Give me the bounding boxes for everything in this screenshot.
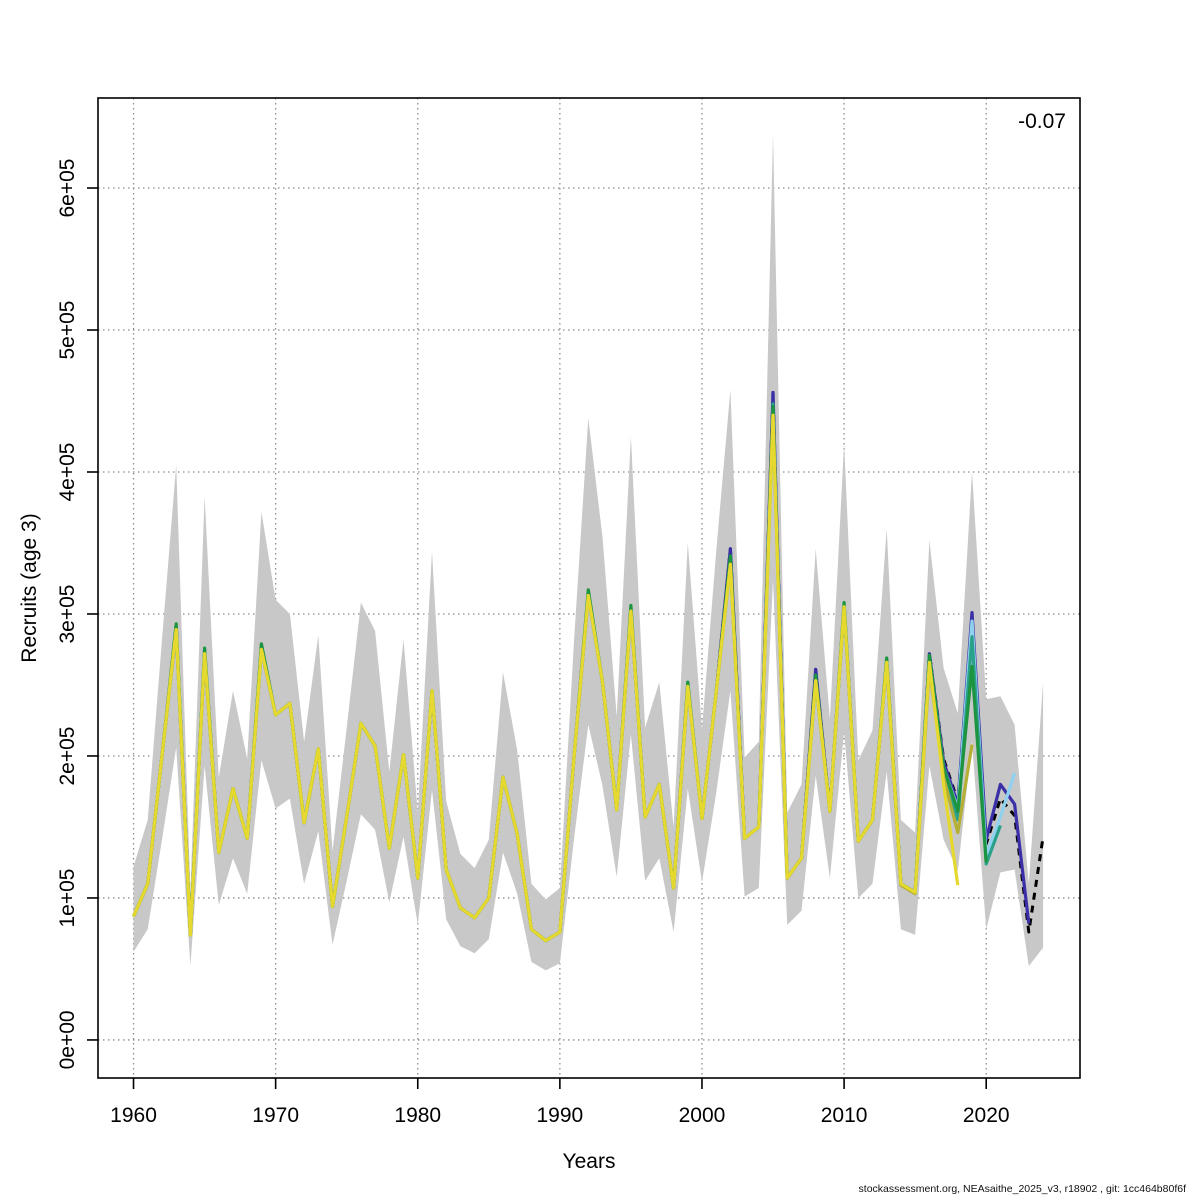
mohns-rho-annotation: -0.07: [1018, 110, 1066, 133]
x-axis-title: Years: [562, 1150, 616, 1173]
y-tick-label-200000: 2e+05: [56, 727, 79, 786]
x-tick-label-1960: 1960: [110, 1104, 157, 1127]
series-line-retro-2018: [132, 413, 960, 943]
y-tick-label-0: 0e+00: [56, 1010, 79, 1069]
x-tick-label-2020: 2020: [963, 1104, 1010, 1127]
y-tick-label-400000: 4e+05: [56, 443, 79, 502]
x-tick-label-2000: 2000: [679, 1104, 726, 1127]
tick-group: [87, 187, 988, 1089]
y-tick-label-500000: 5e+05: [56, 301, 79, 360]
series-group: [132, 390, 1045, 943]
plot-border: [97, 97, 1081, 1079]
x-tick-label-1970: 1970: [252, 1104, 299, 1127]
tick-label-group: 1960 1970 1980 1990 2000 2010 2020 0e+00 1e+05 2e…: [56, 159, 1010, 1127]
y-tick-label-600000: 6e+05: [56, 159, 79, 218]
y-axis-title: Recruits (age 3): [18, 513, 41, 663]
y-tick-label-100000: 1e+05: [56, 869, 79, 928]
confidence-band: [133, 134, 1044, 971]
x-tick-label-1990: 1990: [537, 1104, 584, 1127]
x-tick-label-1980: 1980: [394, 1104, 441, 1127]
x-tick-label-2010: 2010: [821, 1104, 868, 1127]
stockassessment-credit-line: stockassessment.org, NEAsaithe_2025_v3, …: [858, 1183, 1186, 1195]
y-tick-label-300000: 3e+05: [56, 585, 79, 644]
